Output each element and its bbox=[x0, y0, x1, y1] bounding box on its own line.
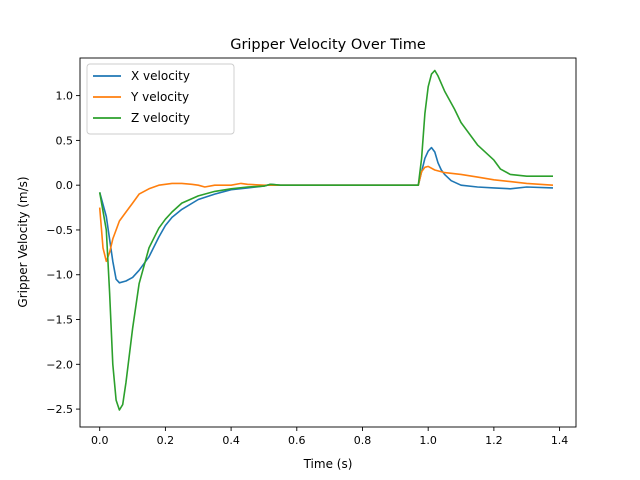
y-tick-label: −0.5 bbox=[46, 224, 73, 237]
x-tick-label: 1.2 bbox=[485, 434, 503, 447]
y-axis-label: Gripper Velocity (m/s) bbox=[16, 176, 30, 307]
y-tick-label: −2.5 bbox=[46, 403, 73, 416]
legend: X velocity Y velocity Z velocity bbox=[86, 63, 235, 135]
series-line-y-velocity bbox=[98, 165, 554, 263]
y-tick-label: 0.5 bbox=[56, 134, 74, 147]
plot-frame bbox=[79, 57, 577, 428]
series-line-z-velocity bbox=[98, 69, 553, 411]
y-tick-label: 1.0 bbox=[56, 90, 74, 103]
y-axis: −2.5 −2.0 −1.5 −1.0 −0.5 0.0 0.5 1.0 bbox=[46, 90, 80, 416]
legend-label: X velocity bbox=[131, 69, 190, 83]
plot-area bbox=[98, 69, 554, 411]
x-tick-label: 0.8 bbox=[354, 434, 372, 447]
y-tick-label: −1.0 bbox=[46, 269, 73, 282]
x-axis: 0.0 0.2 0.4 0.6 0.8 1.0 1.2 1.4 bbox=[91, 427, 568, 447]
x-tick-label: 0.0 bbox=[91, 434, 109, 447]
x-axis-label: Time (s) bbox=[303, 457, 353, 471]
chart-title: Gripper Velocity Over Time bbox=[230, 37, 426, 53]
x-tick-label: 1.4 bbox=[551, 434, 569, 447]
legend-label: Y velocity bbox=[130, 90, 189, 104]
x-tick-label: 0.4 bbox=[222, 434, 240, 447]
legend-label: Z velocity bbox=[131, 111, 190, 125]
x-tick-label: 0.2 bbox=[157, 434, 175, 447]
y-tick-label: −2.0 bbox=[46, 358, 73, 371]
x-tick-label: 1.0 bbox=[419, 434, 437, 447]
x-tick-label: 0.6 bbox=[288, 434, 306, 447]
y-tick-label: −1.5 bbox=[46, 314, 73, 327]
legend-box bbox=[86, 63, 235, 135]
y-tick-label: 0.0 bbox=[56, 179, 74, 192]
